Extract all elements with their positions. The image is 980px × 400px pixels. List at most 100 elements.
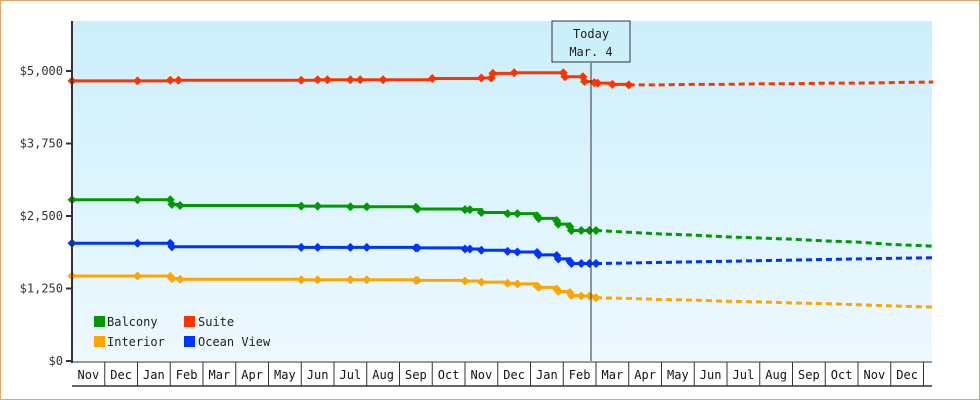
data-point-marker[interactable] xyxy=(460,205,470,215)
data-point-marker[interactable] xyxy=(413,275,423,285)
data-point-marker[interactable] xyxy=(175,201,185,211)
data-point-marker[interactable] xyxy=(509,68,519,78)
legend: Balcony Suite Interior Ocean View xyxy=(94,315,271,349)
legend-label-balcony: Balcony xyxy=(107,315,158,329)
x-month-label: Sep xyxy=(798,368,820,382)
x-month-label: Feb xyxy=(569,368,591,382)
x-month-label: Apr xyxy=(634,368,656,382)
data-point-marker[interactable] xyxy=(345,275,355,285)
legend-item-ocean-view: Ocean View xyxy=(184,335,271,349)
data-point-marker[interactable] xyxy=(413,204,423,214)
x-month-label: Feb xyxy=(176,368,198,382)
data-point-marker[interactable] xyxy=(313,75,323,85)
data-point-marker[interactable] xyxy=(378,75,388,85)
data-point-marker[interactable] xyxy=(460,244,470,254)
data-point-marker[interactable] xyxy=(362,202,372,212)
data-point-marker[interactable] xyxy=(133,238,142,248)
data-point-marker[interactable] xyxy=(133,76,142,86)
data-point-marker[interactable] xyxy=(576,291,586,301)
data-point-marker[interactable] xyxy=(553,286,563,296)
data-point-marker[interactable] xyxy=(460,276,470,286)
data-point-marker[interactable] xyxy=(296,201,306,211)
data-point-marker[interactable] xyxy=(566,226,576,235)
x-month-label: Jan xyxy=(143,368,165,382)
data-point-marker[interactable] xyxy=(591,259,601,269)
data-point-marker[interactable] xyxy=(167,274,177,284)
data-point-marker[interactable] xyxy=(476,208,486,218)
data-point-marker[interactable] xyxy=(566,290,576,300)
y-tick-label: $2,500 xyxy=(20,209,63,223)
legend-item-interior: Interior xyxy=(94,335,165,349)
data-point-marker[interactable] xyxy=(173,75,183,85)
today-label-line2: Mar. 4 xyxy=(569,45,612,59)
x-month-label: Jul xyxy=(340,368,362,382)
data-point-marker[interactable] xyxy=(576,259,586,269)
x-month-label: Jun xyxy=(700,368,722,382)
data-point-marker[interactable] xyxy=(133,195,142,205)
data-point-marker[interactable] xyxy=(165,75,175,85)
data-point-marker[interactable] xyxy=(313,242,323,252)
x-month-label: Mar xyxy=(602,368,624,382)
legend-label-suite: Suite xyxy=(198,315,234,329)
y-tick-label: $3,750 xyxy=(20,137,63,151)
legend-label-interior: Interior xyxy=(107,335,165,349)
data-point-marker[interactable] xyxy=(553,219,563,229)
x-month-label: Aug xyxy=(372,368,394,382)
data-point-marker[interactable] xyxy=(624,80,634,90)
data-point-marker[interactable] xyxy=(345,202,355,212)
data-point-marker[interactable] xyxy=(413,243,423,253)
data-point-marker[interactable] xyxy=(488,68,498,78)
data-point-marker[interactable] xyxy=(591,226,601,235)
y-axis-ticks: $0 $1,250 $2,500 $3,750 $5,000 xyxy=(20,64,72,368)
data-point-marker[interactable] xyxy=(296,242,306,252)
data-point-marker[interactable] xyxy=(512,209,522,219)
data-point-marker[interactable] xyxy=(534,213,544,223)
data-point-marker[interactable] xyxy=(465,205,475,215)
data-point-marker[interactable] xyxy=(313,201,323,211)
data-point-marker[interactable] xyxy=(465,244,475,254)
data-point-marker[interactable] xyxy=(362,242,372,252)
data-point-marker[interactable] xyxy=(576,226,586,235)
data-point-marker[interactable] xyxy=(355,75,365,85)
data-point-marker[interactable] xyxy=(427,74,437,84)
today-box xyxy=(551,20,631,63)
data-point-marker[interactable] xyxy=(534,250,544,260)
data-point-marker[interactable] xyxy=(591,293,601,303)
series-ocean-view xyxy=(67,238,934,269)
data-point-marker[interactable] xyxy=(512,279,522,289)
data-point-marker[interactable] xyxy=(584,226,594,235)
data-point-marker[interactable] xyxy=(167,242,177,252)
data-point-marker[interactable] xyxy=(512,247,522,257)
data-point-marker[interactable] xyxy=(534,282,544,292)
data-point-marker[interactable] xyxy=(566,259,576,269)
data-point-marker[interactable] xyxy=(296,275,306,285)
data-point-marker[interactable] xyxy=(133,271,142,281)
data-point-marker[interactable] xyxy=(607,79,617,89)
data-point-marker[interactable] xyxy=(584,291,594,301)
today-label-line1: Today xyxy=(573,27,609,41)
data-point-marker[interactable] xyxy=(167,199,177,209)
data-point-marker[interactable] xyxy=(345,242,355,252)
x-month-label: Mar xyxy=(209,368,231,382)
x-month-label: Nov xyxy=(471,368,493,382)
data-point-marker[interactable] xyxy=(553,254,563,264)
data-point-marker[interactable] xyxy=(175,274,185,284)
data-point-marker[interactable] xyxy=(584,259,594,269)
data-point-marker[interactable] xyxy=(580,76,590,86)
data-point-marker[interactable] xyxy=(313,275,323,285)
series-layer xyxy=(67,68,934,309)
data-point-marker[interactable] xyxy=(503,278,513,288)
x-month-label: Oct xyxy=(438,368,460,382)
data-point-marker[interactable] xyxy=(322,75,332,85)
data-point-marker[interactable] xyxy=(476,277,486,287)
data-point-marker[interactable] xyxy=(476,73,486,83)
data-point-marker[interactable] xyxy=(503,246,513,256)
data-point-marker[interactable] xyxy=(503,209,513,219)
data-point-marker[interactable] xyxy=(362,275,372,285)
data-point-marker[interactable] xyxy=(593,78,603,88)
data-point-marker[interactable] xyxy=(476,245,486,255)
x-month-label: May xyxy=(667,368,689,382)
data-point-marker[interactable] xyxy=(345,75,355,85)
data-point-marker[interactable] xyxy=(296,75,306,85)
data-point-marker[interactable] xyxy=(560,72,570,82)
